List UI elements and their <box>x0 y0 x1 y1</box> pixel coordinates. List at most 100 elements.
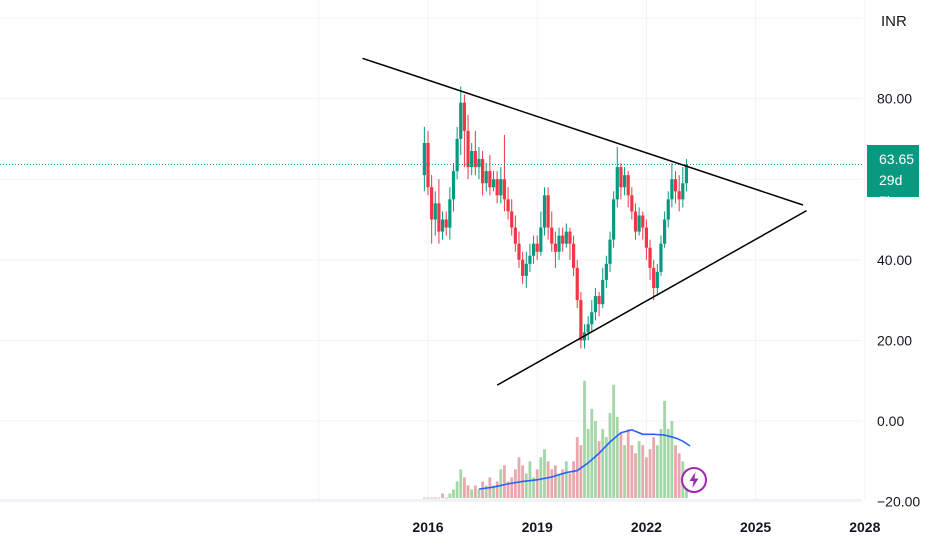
volume-bar <box>448 493 452 498</box>
candle-body <box>684 164 689 184</box>
volume-bar <box>666 429 670 498</box>
volume-bar <box>437 497 441 499</box>
volume-bar <box>645 457 648 498</box>
candle-body <box>659 243 663 272</box>
volume-bar <box>597 441 601 498</box>
candle-body <box>597 296 601 305</box>
lightning-bolt-icon[interactable] <box>680 466 708 494</box>
x-tick-label: 2019 <box>522 519 553 535</box>
volume-bar <box>579 445 583 498</box>
volume-bar <box>564 461 568 498</box>
volume-bar <box>492 485 495 498</box>
candle-body <box>488 171 492 188</box>
candle-body <box>531 243 536 256</box>
candle-body <box>673 179 678 192</box>
candle-body <box>462 102 466 131</box>
candle-body <box>451 171 456 200</box>
candle-body <box>473 150 477 168</box>
price-badge: 63.65 29d 5h <box>867 145 919 209</box>
candle-body <box>426 142 430 188</box>
candle-body <box>521 259 525 276</box>
candle-body <box>655 271 659 289</box>
candle-body <box>644 227 648 248</box>
candle-body <box>535 243 539 252</box>
volume-bar <box>655 445 659 498</box>
candle-body <box>641 215 645 228</box>
candle-body <box>622 175 627 188</box>
candle-body <box>666 199 670 220</box>
volume-bar <box>626 429 630 498</box>
y-tick-label: 0.00 <box>877 413 904 429</box>
candle-body <box>572 243 576 268</box>
candle-body <box>564 231 568 244</box>
candle-layer <box>422 86 689 349</box>
volume-bar <box>528 461 532 498</box>
candle-body <box>681 183 685 200</box>
candle-body <box>612 199 616 240</box>
candle-body <box>575 267 579 301</box>
volume-bar <box>575 437 579 498</box>
candle-body <box>550 227 554 244</box>
candle-body <box>590 312 594 325</box>
volume-bar <box>652 437 656 498</box>
volume-bar <box>455 481 459 498</box>
candle-body <box>524 263 528 276</box>
candle-body <box>626 175 630 196</box>
candle-body <box>481 159 485 184</box>
trendline-upper <box>362 57 804 206</box>
volume-bar <box>659 429 663 498</box>
candle-body <box>586 324 590 333</box>
candle-body <box>513 227 517 244</box>
candle-body <box>517 243 521 260</box>
volume-bar <box>590 408 594 498</box>
volume-bar <box>532 477 535 498</box>
candle-body <box>542 195 547 228</box>
volume-bar <box>546 461 550 498</box>
volume-bar <box>648 449 652 498</box>
volume-bar <box>503 465 506 498</box>
x-tick-label: 2025 <box>740 519 771 535</box>
candle-body <box>510 211 514 228</box>
x-tick-label: 2016 <box>412 519 443 535</box>
volume-bar <box>630 445 634 498</box>
x-tick-label: 2028 <box>849 519 880 535</box>
candle-body <box>459 102 463 139</box>
candle-body <box>601 279 605 305</box>
volume-bar <box>430 497 434 499</box>
volume-bar <box>550 469 554 498</box>
trendline-lower <box>496 209 807 386</box>
candle-body <box>579 300 583 341</box>
candle-body <box>433 203 437 220</box>
candle-body <box>455 138 459 172</box>
candle-body <box>677 191 681 200</box>
candle-body <box>528 255 532 264</box>
candle-body <box>619 167 623 188</box>
volume-bar <box>623 445 626 498</box>
candle-body <box>670 179 674 200</box>
volume-bar <box>608 412 612 498</box>
candle-body <box>630 195 634 212</box>
volume-bar <box>670 421 674 498</box>
trendline-layer[interactable] <box>362 57 807 386</box>
volume-bar <box>557 473 561 498</box>
candle-body <box>491 179 496 188</box>
volume-bar <box>637 441 641 498</box>
volume-bar <box>677 453 681 498</box>
y-tick-label: 40.00 <box>877 252 912 268</box>
volume-bar <box>663 400 666 498</box>
y-tick-label: 20.00 <box>877 332 912 348</box>
volume-bar <box>674 445 677 498</box>
candle-body <box>608 239 612 264</box>
volume-bar <box>539 457 543 498</box>
price-badge-value: 63.65 <box>879 151 915 167</box>
volume-bar <box>444 497 448 499</box>
candle-body <box>466 130 470 168</box>
candle-body <box>568 231 572 244</box>
volume-bar <box>524 473 528 498</box>
candle-body <box>422 142 426 176</box>
volume-bar <box>477 489 481 498</box>
candle-body <box>593 296 598 313</box>
volume-bar <box>612 384 616 498</box>
